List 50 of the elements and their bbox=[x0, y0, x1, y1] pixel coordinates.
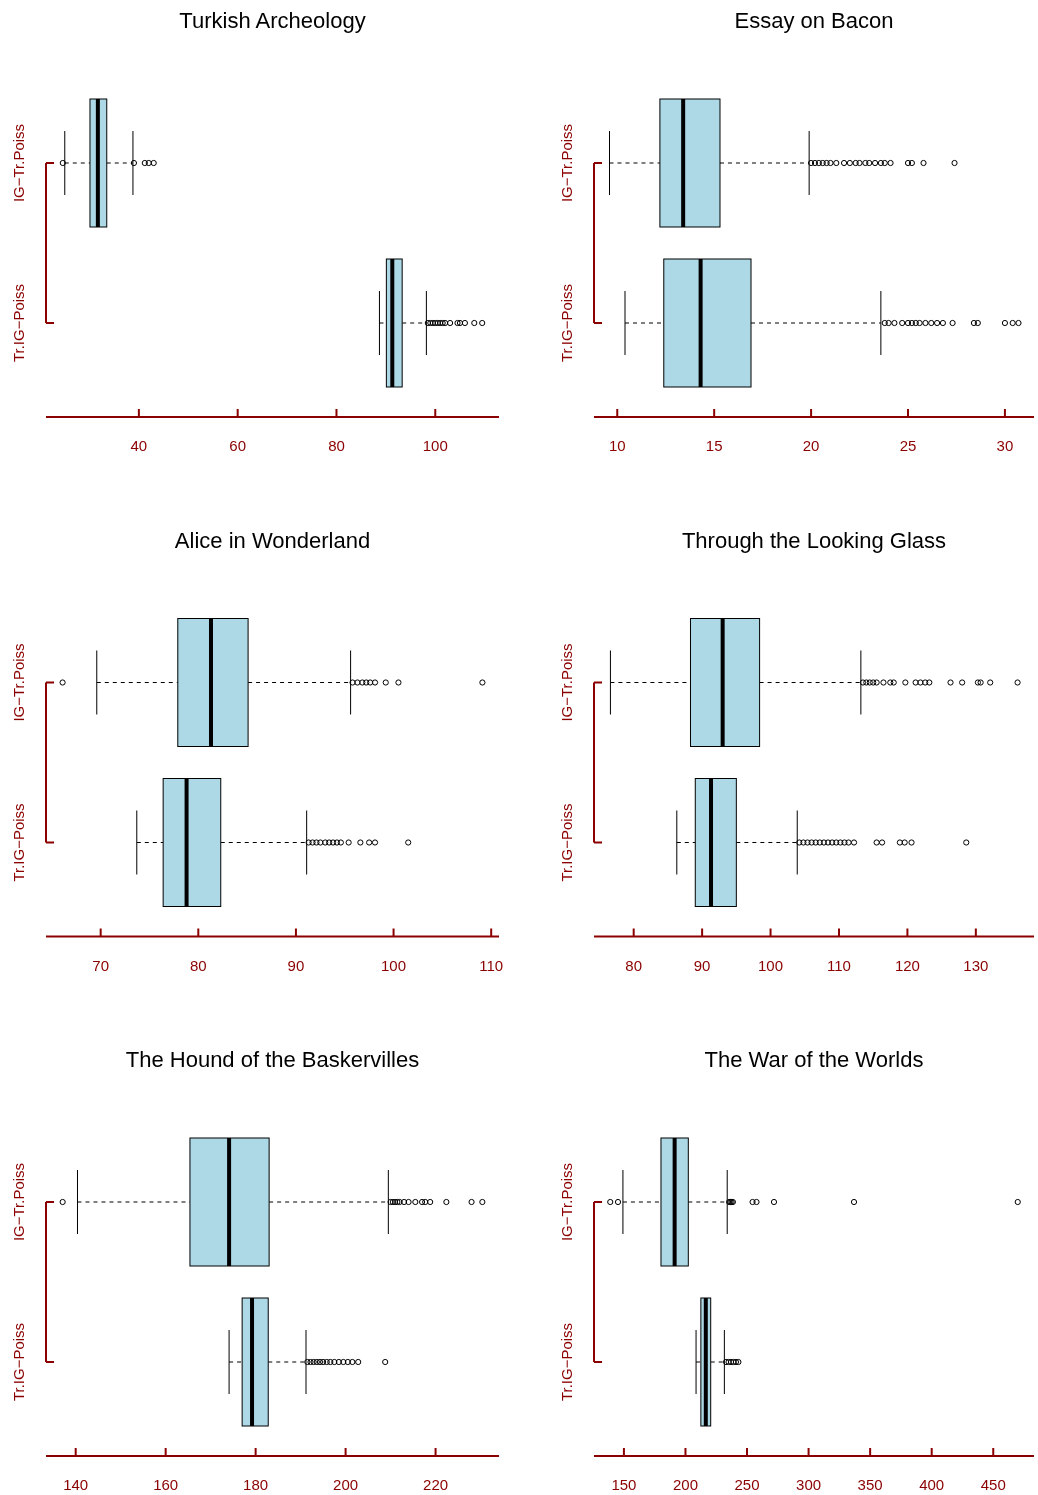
x-tick-label: 110 bbox=[827, 956, 851, 974]
y-tick-label: IG−Tr.Poiss bbox=[10, 643, 27, 722]
x-tick-label: 200 bbox=[333, 1476, 359, 1493]
x-tick-label: 250 bbox=[734, 1476, 760, 1493]
x-tick-label: 20 bbox=[802, 437, 820, 454]
x-tick-label: 120 bbox=[894, 956, 920, 974]
x-tick-label: 100 bbox=[422, 437, 448, 454]
y-tick-label: IG−Tr.Poiss bbox=[10, 123, 27, 203]
chart-title: Through the Looking Glass bbox=[681, 527, 947, 553]
x-tick-label: 150 bbox=[611, 1476, 637, 1493]
chart-title: Turkish Archeology bbox=[179, 8, 366, 33]
x-tick-label: 350 bbox=[857, 1476, 883, 1493]
x-tick-label: 450 bbox=[980, 1476, 1006, 1493]
x-tick-label: 140 bbox=[63, 1476, 89, 1493]
x-tick-label: 60 bbox=[229, 437, 247, 454]
x-tick-label: 160 bbox=[153, 1476, 179, 1493]
x-tick-label: 25 bbox=[899, 437, 917, 454]
x-tick-label: 90 bbox=[287, 956, 305, 974]
x-tick-label: 80 bbox=[328, 437, 345, 454]
y-tick-label: IG−Tr.Poiss bbox=[558, 643, 575, 722]
y-tick-label: Tr.IG−Poiss bbox=[558, 283, 575, 363]
x-tick-label: 100 bbox=[381, 956, 407, 974]
x-tick-label: 15 bbox=[705, 437, 723, 454]
y-tick-label: Tr.IG−Poiss bbox=[10, 803, 27, 882]
x-tick-label: 200 bbox=[672, 1476, 698, 1493]
x-tick-label: 90 bbox=[693, 956, 711, 974]
chart-title: Essay on Bacon bbox=[734, 8, 894, 33]
y-tick-label: IG−Tr.Poiss bbox=[558, 123, 575, 203]
y-tick-label: IG−Tr.Poiss bbox=[10, 1162, 27, 1242]
x-tick-label: 80 bbox=[189, 956, 207, 974]
x-tick-label: 40 bbox=[130, 437, 148, 454]
x-tick-label: 300 bbox=[796, 1476, 822, 1493]
chart-title: The Hound of the Baskervilles bbox=[125, 1047, 420, 1072]
x-tick-label: 100 bbox=[758, 956, 784, 974]
x-tick-label: 180 bbox=[243, 1476, 269, 1493]
x-tick-label: 220 bbox=[423, 1476, 449, 1493]
x-tick-label: 400 bbox=[919, 1476, 945, 1493]
y-tick-label: IG−Tr.Poiss bbox=[558, 1162, 575, 1242]
y-tick-label: Tr.IG−Poiss bbox=[558, 803, 575, 882]
x-tick-label: 130 bbox=[963, 956, 989, 974]
x-tick-label: 10 bbox=[608, 437, 626, 454]
x-tick-label: 70 bbox=[92, 956, 110, 974]
chart-title: The War of the Worlds bbox=[704, 1047, 924, 1072]
y-tick-label: Tr.IG−Poiss bbox=[10, 1322, 27, 1402]
chart-title: Alice in Wonderland bbox=[174, 527, 371, 553]
y-tick-label: Tr.IG−Poiss bbox=[10, 283, 27, 363]
y-tick-label: Tr.IG−Poiss bbox=[558, 1322, 575, 1402]
x-tick-label: 110 bbox=[479, 956, 504, 974]
x-tick-label: 80 bbox=[625, 956, 643, 974]
x-tick-label: 30 bbox=[996, 437, 1014, 454]
